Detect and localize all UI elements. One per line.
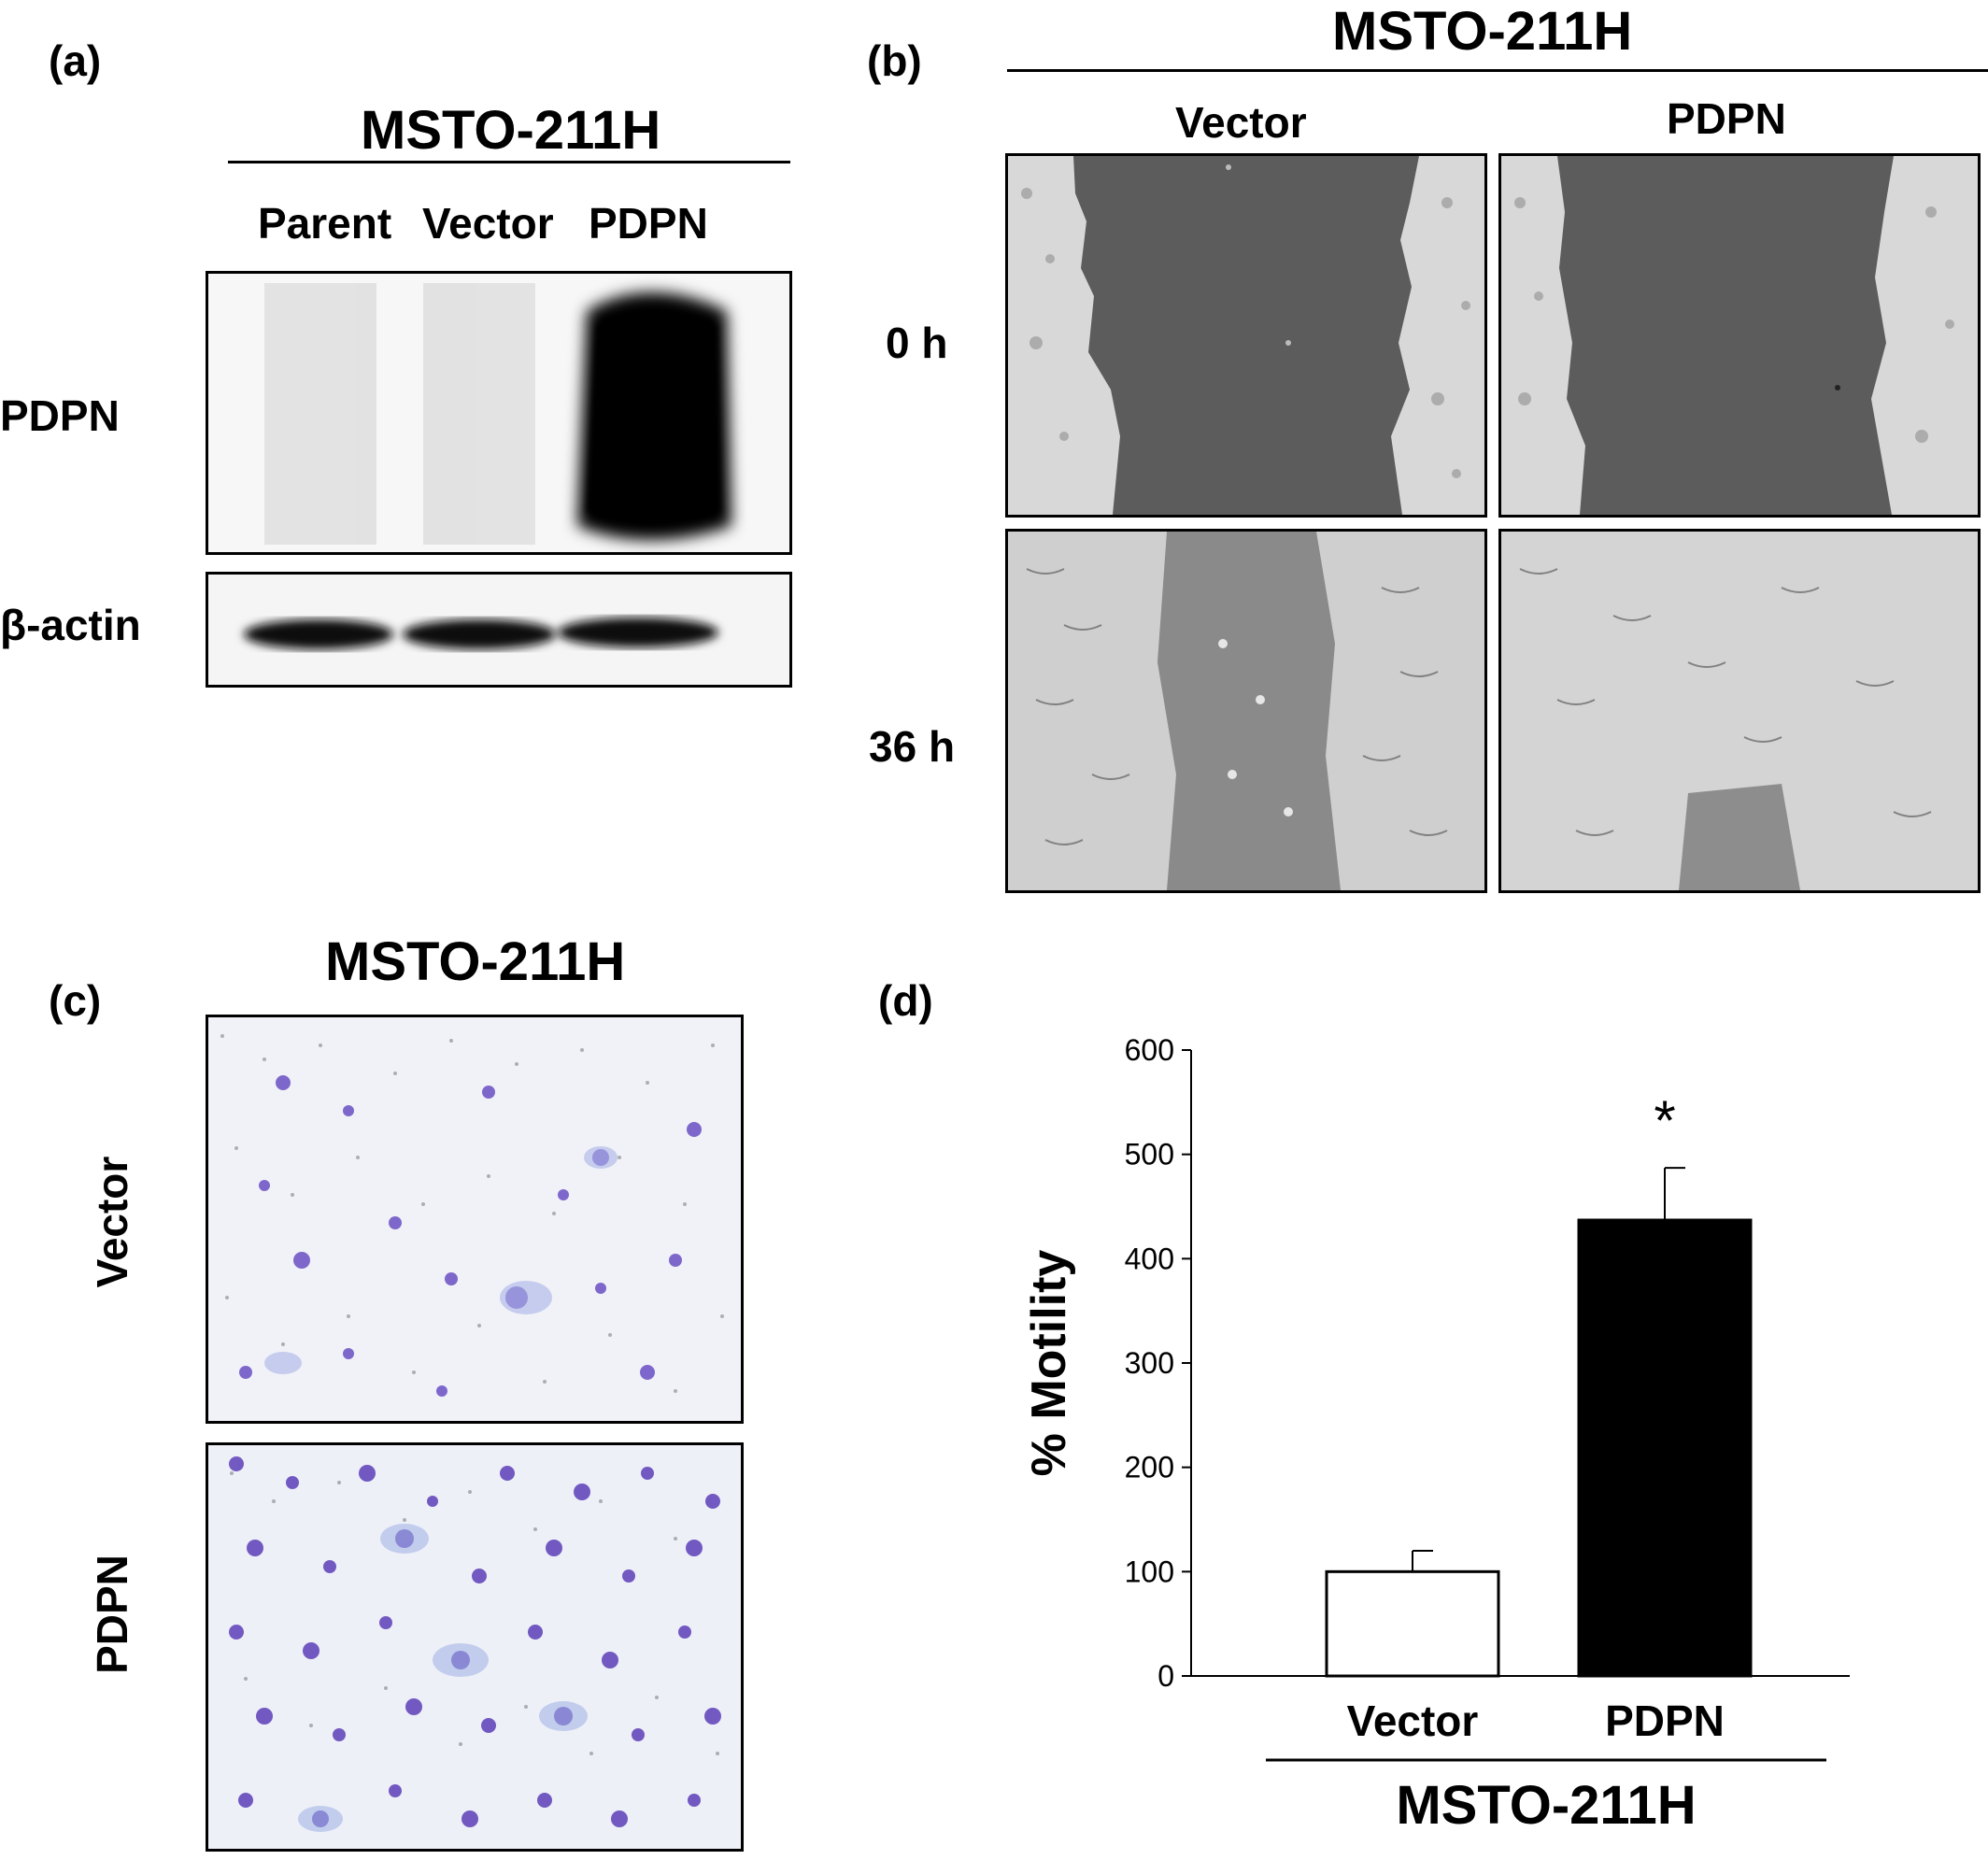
timepoint-label-0h: 0 h — [886, 319, 948, 367]
transwell-image-pdpn — [206, 1442, 744, 1852]
western-blot-pdpn-image — [264, 283, 731, 545]
western-blot-beta-actin-image — [244, 618, 718, 649]
scratch-image-vector-0h — [1005, 153, 1487, 518]
column-label-pdpn: PDPN — [1667, 94, 1786, 143]
western-blot-pdpn — [206, 271, 792, 555]
y-tick-label-400: 400 — [1125, 1242, 1174, 1275]
y-axis-label: % Motility — [1022, 1250, 1076, 1477]
y-tick-label-200: 200 — [1125, 1451, 1174, 1484]
panel-b-label: (b) — [867, 36, 922, 85]
row-label-pdpn: PDPN — [0, 391, 120, 440]
x-tick-label-vector: Vector — [1347, 1697, 1479, 1745]
row-label-beta-actin: β-actin — [0, 601, 141, 649]
panel-d-label: (d) — [878, 976, 933, 1025]
panel-a-label: (a) — [49, 36, 102, 85]
panel-a-title: MSTO-211H — [361, 100, 661, 161]
y-tick-label-600: 600 — [1125, 1033, 1174, 1067]
x-tick-label-pdpn: PDPN — [1605, 1697, 1725, 1745]
column-label-vector: Vector — [1175, 98, 1307, 147]
significance-marker: * — [1654, 1089, 1675, 1152]
y-tick-label-300: 300 — [1125, 1346, 1174, 1380]
panel-c-label: (c) — [49, 976, 102, 1025]
western-blot-beta-actin — [206, 572, 792, 688]
scratch-image-pdpn-0h — [1498, 153, 1981, 518]
panel-b-title-rule — [1007, 69, 1988, 72]
motility-bar-chart: 0 100 200 300 400 500 600 % Motility Vector PDPN *… — [1022, 1033, 1850, 1836]
panel-a-title-rule — [228, 161, 790, 163]
y-tick-label-0: 0 — [1157, 1659, 1174, 1693]
lane-label-vector: Vector — [422, 199, 554, 248]
bar-pdpn — [1577, 1218, 1753, 1678]
scratch-image-vector-36h — [1005, 529, 1487, 893]
panel-c-title: MSTO-211H — [325, 931, 626, 992]
y-tick-label-100: 100 — [1125, 1555, 1174, 1588]
x-axis-label: MSTO-211H — [1396, 1775, 1696, 1836]
timepoint-label-36h: 36 h — [869, 722, 956, 771]
y-tick-label-500: 500 — [1125, 1138, 1174, 1171]
panel-b-title: MSTO-211H — [1332, 1, 1633, 62]
scratch-image-pdpn-36h — [1498, 529, 1981, 893]
lane-label-pdpn: PDPN — [589, 199, 708, 248]
transwell-image-vector — [206, 1015, 744, 1424]
bar-vector — [1325, 1569, 1500, 1678]
lane-label-parent: Parent — [258, 199, 392, 248]
